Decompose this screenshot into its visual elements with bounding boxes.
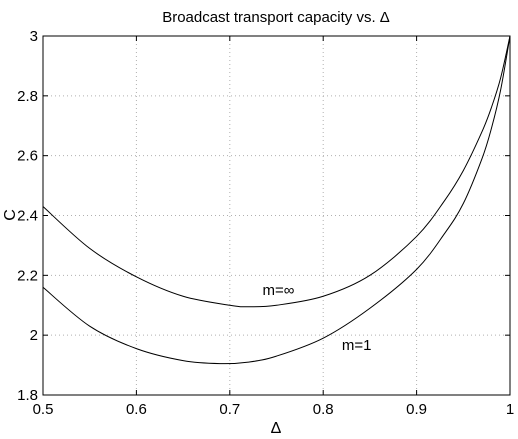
x-axis-label: Δ: [271, 420, 282, 437]
y-tick-label: 2.2: [17, 267, 38, 284]
series-line-m-infinity: [42, 35, 511, 308]
curve-annotation-m-1: m=1: [342, 337, 372, 354]
curve-annotation-m-infinity: m=∞: [262, 282, 294, 299]
y-tick-label: 2: [30, 327, 38, 344]
chart-title: Broadcast transport capacity vs. Δ: [162, 9, 390, 26]
y-tick-label: 2.6: [17, 148, 38, 165]
y-tick-label: 2.4: [17, 208, 38, 225]
grid: [43, 36, 510, 395]
y-axis-label: C: [2, 209, 19, 221]
x-tick-label: 1: [506, 401, 514, 418]
series-line-m-1: [42, 35, 511, 365]
y-tick-label: 2.8: [17, 88, 38, 105]
ticks: 0.5 0.6 0.7 0.8 0.9 1 1.8 2 2.2 2.4 2.6 2.8 3: [17, 28, 514, 418]
y-tick-label: 1.8: [17, 387, 38, 404]
x-tick-label: 0.8: [313, 401, 334, 418]
plot-lines: [42, 35, 511, 365]
x-tick-label: 0.5: [33, 401, 54, 418]
y-tick-label: 3: [30, 28, 38, 45]
x-tick-label: 0.9: [406, 401, 427, 418]
x-tick-label: 0.7: [219, 401, 240, 418]
x-tick-label: 0.6: [126, 401, 147, 418]
annotations: m=∞ m=1: [262, 282, 371, 354]
